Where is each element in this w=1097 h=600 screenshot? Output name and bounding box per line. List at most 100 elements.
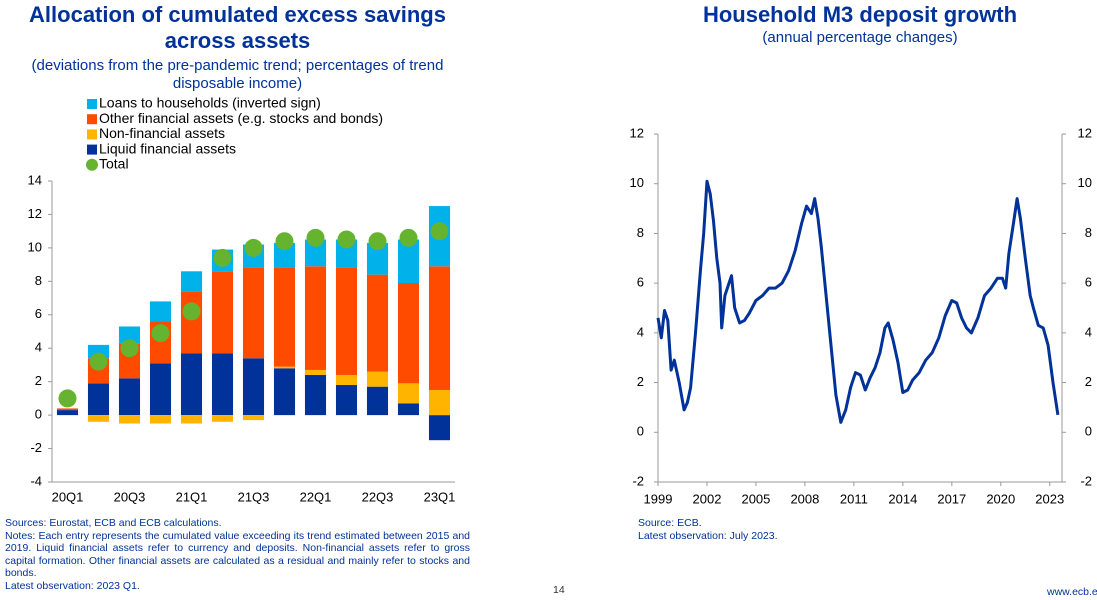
- y-tick-label: 2: [637, 374, 644, 389]
- y-tick-label: -4: [30, 473, 42, 488]
- bar-segment: [242, 267, 265, 359]
- x-tick-label: 22Q3: [362, 489, 394, 504]
- y2-tick-label: -2: [1080, 473, 1092, 488]
- bar-segment: [366, 386, 389, 416]
- y-tick-label: 4: [35, 340, 42, 355]
- bar-segment: [304, 369, 327, 375]
- bar-segment: [428, 390, 451, 416]
- chart-subtitle: (deviations from the pre-pandemic trend;…: [31, 57, 444, 92]
- y-tick-label: 0: [35, 407, 42, 422]
- bar-segment: [397, 403, 420, 416]
- bar-segment: [428, 266, 451, 391]
- bar-segment: [180, 353, 203, 416]
- total-dot: [213, 248, 232, 267]
- x-tick-label: 2020: [986, 491, 1015, 506]
- bar-segment: [180, 415, 203, 424]
- bar-segment: [397, 239, 420, 284]
- chart-title: Allocation of cumulated excess savings a…: [29, 2, 446, 53]
- bar-segment: [273, 242, 296, 268]
- bar-segment: [428, 415, 451, 441]
- x-tick-label: 20Q1: [52, 489, 84, 504]
- bar-segment: [56, 410, 79, 416]
- bar-segment: [242, 415, 265, 421]
- bar-segment: [304, 266, 327, 370]
- latest-observation: Latest observation: July 2023.: [638, 529, 778, 542]
- bar-segment: [397, 383, 420, 404]
- total-dot: [58, 389, 77, 408]
- bar-segment: [304, 239, 327, 267]
- y-tick-label: 2: [35, 373, 42, 388]
- notes: Notes: Each entry represents the cumulat…: [5, 529, 470, 580]
- bar-segment: [335, 267, 358, 375]
- x-tick-label: 21Q3: [238, 489, 270, 504]
- x-tick-label: 2002: [693, 491, 722, 506]
- total-dot: [306, 228, 325, 247]
- legend-label: Total: [99, 156, 129, 172]
- legend-label: Loans to households (inverted sign): [99, 95, 321, 111]
- y-tick-label: 12: [630, 125, 644, 140]
- y2-tick-label: 4: [1085, 324, 1092, 339]
- total-dot: [337, 230, 356, 249]
- bar-segment: [118, 326, 141, 344]
- latest-observation: Latest observation: 2023 Q1.: [5, 579, 140, 592]
- y-tick-label: 10: [630, 175, 644, 190]
- y2-tick-label: 8: [1085, 225, 1092, 240]
- y2-tick-label: 10: [1078, 175, 1092, 190]
- chart-subtitle: (annual percentage changes): [762, 29, 958, 46]
- y2-tick-label: 6: [1085, 275, 1092, 290]
- y2-tick-label: 12: [1078, 125, 1092, 140]
- footer-url: www.ecb.e: [1047, 586, 1097, 598]
- bar-segment: [56, 408, 79, 411]
- total-dot: [89, 352, 108, 371]
- legend-marker: [87, 144, 97, 155]
- x-tick-label: 2011: [840, 491, 868, 506]
- y-tick-label: 8: [35, 273, 42, 288]
- chart-title: Household M3 deposit growth: [702, 2, 1018, 27]
- x-tick-label: 22Q1: [300, 489, 332, 504]
- x-tick-label: 20Q3: [114, 489, 146, 504]
- bar-segment: [118, 378, 141, 416]
- x-tick-label: 21Q1: [176, 489, 208, 504]
- y-tick-label: 6: [35, 306, 42, 321]
- total-dot: [182, 302, 201, 321]
- x-tick-label: 1999: [644, 491, 673, 506]
- x-tick-label: 2005: [741, 491, 770, 506]
- bar-segment: [273, 267, 296, 367]
- total-dot: [151, 324, 170, 343]
- bar-segment: [211, 353, 234, 416]
- y2-tick-label: 0: [1085, 424, 1092, 439]
- bar-segment: [118, 415, 141, 424]
- total-dot: [275, 232, 294, 251]
- legend-label: Other financial assets (e.g. stocks and …: [99, 110, 383, 126]
- bar-segment: [180, 291, 203, 354]
- legend-marker: [87, 114, 97, 125]
- bar-segment: [273, 366, 296, 369]
- notes-block: Source: ECB. Latest observation: July 20…: [638, 517, 938, 542]
- x-tick-label: 2014: [888, 491, 917, 506]
- bar-segment: [242, 358, 265, 416]
- y-tick-label: 4: [637, 324, 644, 339]
- bar-segment: [397, 283, 420, 384]
- y-tick-label: -2: [632, 473, 644, 488]
- bar-segment: [149, 301, 172, 322]
- legend-marker: [86, 158, 98, 171]
- bar-segment: [87, 383, 110, 416]
- bar-segment: [366, 371, 389, 387]
- x-tick-label: 2023: [1035, 491, 1064, 506]
- total-dot: [368, 232, 387, 251]
- bar-segment: [180, 271, 203, 292]
- page-number: 14: [553, 584, 565, 596]
- legend-label: Non-financial assets: [99, 125, 225, 141]
- legend-label: Liquid financial assets: [99, 140, 236, 156]
- bar-segment: [335, 374, 358, 386]
- notes-block: Sources: Eurostat, ECB and ECB calculati…: [5, 517, 470, 592]
- data-line: [656, 179, 1060, 424]
- bar-segment: [335, 385, 358, 416]
- y-tick-label: 12: [28, 206, 42, 221]
- y2-tick-label: 2: [1085, 374, 1092, 389]
- y-tick-label: 8: [637, 225, 644, 240]
- x-tick-label: 23Q1: [424, 489, 456, 504]
- y-tick-label: 10: [28, 239, 42, 254]
- bar-segment: [366, 274, 389, 372]
